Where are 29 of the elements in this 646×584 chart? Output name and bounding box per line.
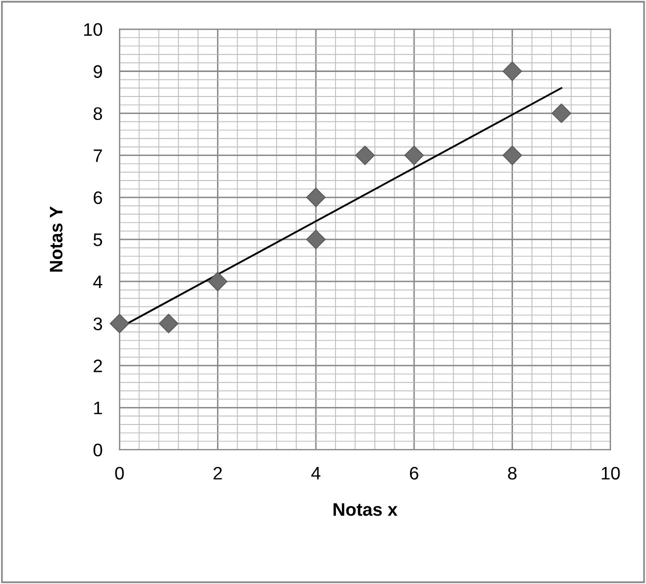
y-axis-title: Notas Y <box>50 206 63 272</box>
point <box>306 188 326 208</box>
y-tick-label: 0 <box>94 444 102 456</box>
x-tick-label: 2 <box>214 466 222 480</box>
y-tick-label: 10 <box>84 23 102 36</box>
y-tick-label: 2 <box>94 360 102 372</box>
y-tick-label: 9 <box>94 65 102 78</box>
y-tick-label: 3 <box>93 317 102 330</box>
y-tick-label: 4 <box>93 276 102 288</box>
point <box>502 146 522 166</box>
point <box>404 146 424 166</box>
point <box>208 272 228 292</box>
y-tick-label: 6 <box>94 191 102 204</box>
y-tick-label: 1 <box>94 402 102 414</box>
x-tick-label: 0 <box>115 466 124 480</box>
y-tick-label: 5 <box>94 234 102 246</box>
x-tick-label: 8 <box>508 466 517 480</box>
y-tick-label: 7 <box>94 149 102 162</box>
point <box>158 314 178 334</box>
point <box>552 104 572 124</box>
x-axis-title: Notas x <box>334 503 398 516</box>
point <box>110 314 130 334</box>
y-tick-label: 8 <box>94 107 102 120</box>
point <box>355 146 375 166</box>
point <box>306 230 326 250</box>
x-tick-label: 4 <box>311 467 320 480</box>
x-tick-label: 6 <box>410 466 418 480</box>
x-tick-label: 10 <box>602 466 620 480</box>
point <box>502 62 522 81</box>
